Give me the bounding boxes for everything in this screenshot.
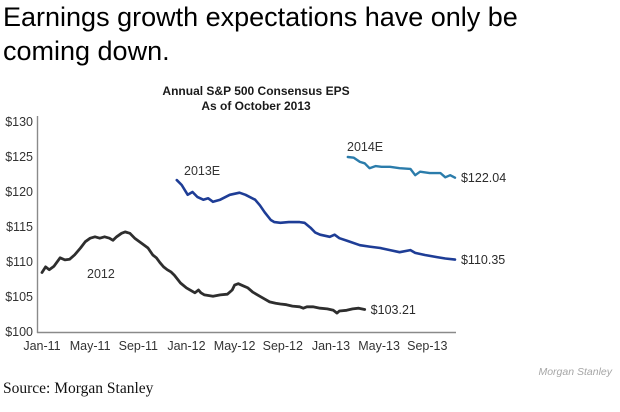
y-tick-label-120: $120 — [5, 185, 33, 199]
series-line-2013E — [175, 178, 457, 261]
chart-title-line2: As of October 2013 — [201, 99, 311, 113]
y-tick-label-110: $110 — [6, 255, 33, 269]
series-line-2012 — [40, 230, 367, 315]
chart-title-line1: Annual S&P 500 Consensus EPS — [162, 84, 350, 98]
end-value-label-2012: $103.21 — [370, 302, 416, 317]
series-label-2014E: 2014E — [347, 140, 384, 154]
page-title-line1: Earnings growth expectations have only b… — [3, 2, 518, 32]
y-tick-label-125: $125 — [5, 150, 33, 164]
page-title: Earnings growth expectations have only b… — [3, 0, 613, 68]
y-tick-label-100: $100 — [5, 325, 33, 339]
watermark: Morgan Stanley — [538, 366, 612, 378]
x-tick-label-May-13: May-13 — [358, 339, 400, 353]
x-tick-label-Sep-11: Sep-11 — [118, 339, 158, 353]
x-tick-label-May-12: May-12 — [213, 339, 256, 353]
x-tick-label-Jan-13: Jan-13 — [311, 339, 351, 353]
chart-axes — [36, 116, 456, 334]
source-note: Source: Morgan Stanley — [3, 380, 154, 397]
chart-title: Annual S&P 500 Consensus EPS As of Octob… — [36, 84, 476, 114]
end-value-label-2013E: $110.35 — [460, 252, 506, 267]
page-title-line2: coming down. — [3, 36, 170, 66]
y-tick-label-115: $115 — [6, 220, 33, 234]
x-tick-label-Jan-12: Jan-12 — [167, 339, 206, 353]
x-tick-label-Sep-13: Sep-13 — [407, 339, 448, 353]
end-value-label-2014E: $122.04 — [460, 170, 507, 185]
series-line-2014E — [346, 155, 457, 179]
x-tick-label-Sep-12: Sep-12 — [262, 339, 303, 353]
y-tick-label-130: $130 — [5, 115, 33, 129]
y-tick-label-105: $105 — [5, 290, 33, 304]
x-tick-label-Jan-11: Jan-11 — [23, 339, 61, 353]
series-label-2013E: 2013E — [184, 164, 221, 178]
x-tick-label-May-11: May-11 — [69, 339, 111, 353]
series-label-2012: 2012 — [87, 267, 115, 281]
